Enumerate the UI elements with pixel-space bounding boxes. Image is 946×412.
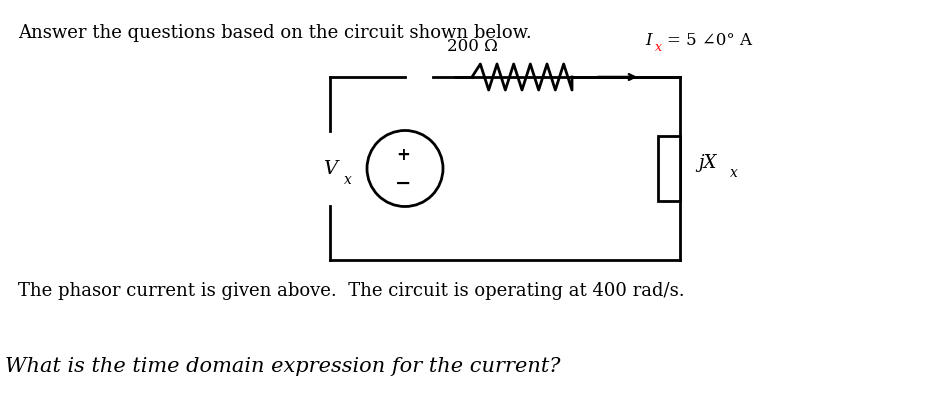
- Text: V: V: [323, 159, 337, 178]
- Text: jX: jX: [698, 154, 716, 173]
- Text: = 5 ∠0° A: = 5 ∠0° A: [667, 32, 752, 49]
- Text: x: x: [730, 166, 738, 180]
- Text: x: x: [655, 41, 662, 54]
- Text: 200 Ω: 200 Ω: [447, 38, 498, 55]
- Text: I: I: [645, 32, 652, 49]
- Text: The phasor current is given above.  The circuit is operating at 400 rad/s.: The phasor current is given above. The c…: [18, 282, 685, 300]
- Text: What is the time domain expression for the current?: What is the time domain expression for t…: [5, 357, 560, 376]
- FancyBboxPatch shape: [658, 136, 680, 201]
- Text: −: −: [394, 174, 412, 193]
- Text: Answer the questions based on the circuit shown below.: Answer the questions based on the circui…: [18, 24, 532, 42]
- Text: +: +: [396, 147, 410, 164]
- Text: x: x: [344, 173, 352, 187]
